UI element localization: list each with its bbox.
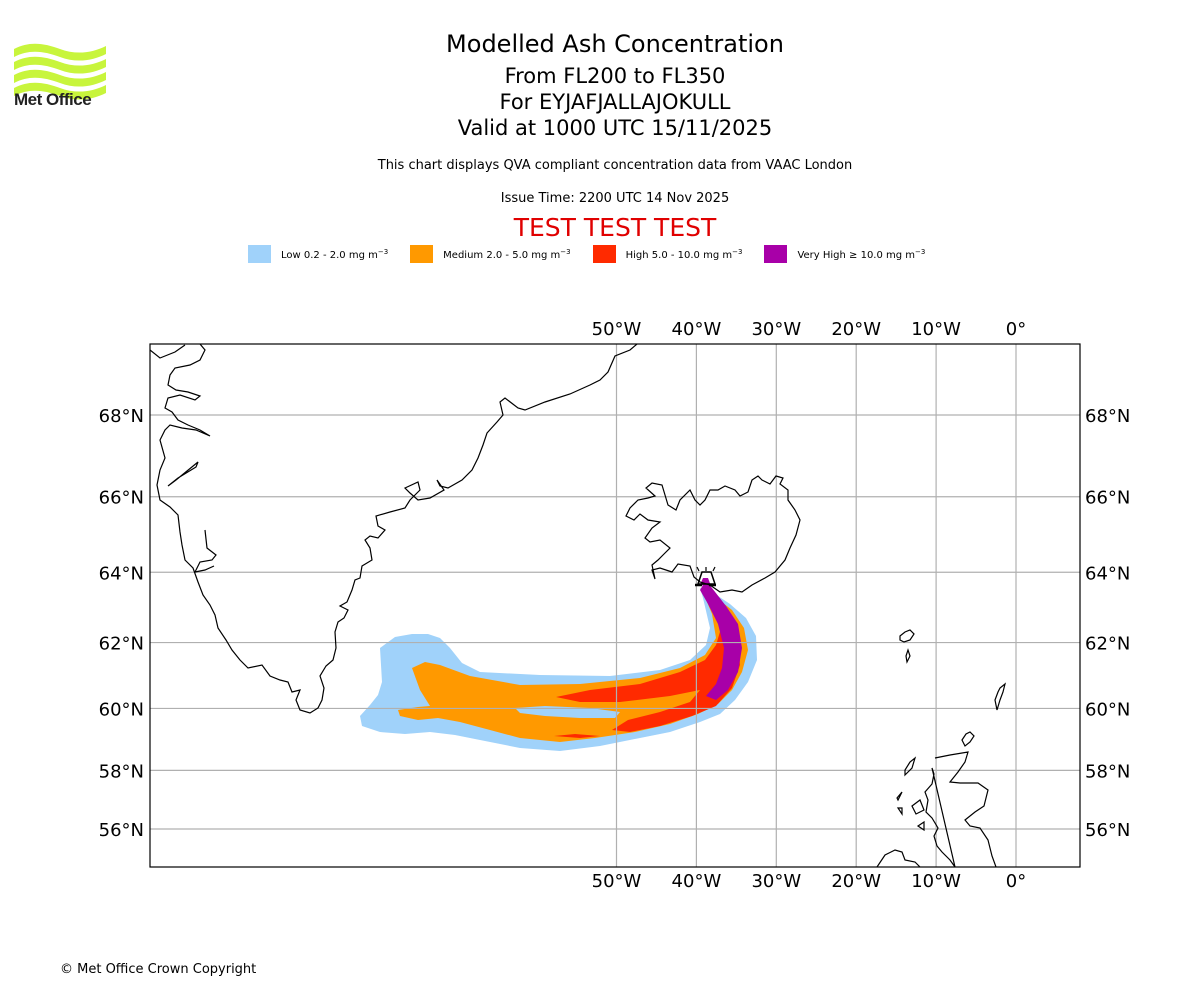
graticule: [150, 344, 1080, 867]
issue-time: Issue Time: 2200 UTC 14 Nov 2025: [500, 191, 730, 206]
legend-item-very-high: Very High ≥ 10.0 mg m−3: [764, 245, 925, 263]
coastlines: [150, 344, 1007, 867]
lon-tick-label-top: 10°W: [911, 319, 961, 340]
lon-tick-label-bottom: 0°: [1006, 871, 1026, 892]
legend-swatch-high: [592, 245, 616, 263]
copyright-notice: © Met Office Crown Copyright: [60, 962, 257, 977]
compliance-note: This chart displays QVA compliant concen…: [377, 158, 853, 173]
legend-swatch-medium: [410, 245, 434, 263]
legend-swatch-low: [248, 245, 271, 263]
lon-tick-label-bottom: 20°W: [831, 871, 881, 892]
lat-tick-label-right: 66°N: [1085, 488, 1130, 509]
ash-area-high-small: [554, 734, 600, 738]
coastline-greenland: [156, 344, 638, 714]
lon-tick-label-bottom: 40°W: [672, 871, 722, 892]
lat-tick-label-right: 56°N: [1085, 820, 1130, 841]
map-frame: [149, 343, 1081, 868]
lon-tick-label-bottom: 30°W: [751, 871, 801, 892]
coastline-greenland-inlet: [193, 529, 217, 573]
coastline-scotland: [924, 751, 997, 867]
legend-label-low: Low 0.2 - 2.0 mg m−3: [281, 247, 389, 261]
lon-tick-label-bottom: 10°W: [911, 871, 961, 892]
legend-label-medium: Medium 2.0 - 5.0 mg m−3: [443, 247, 571, 261]
legend-swatch-very-high: [764, 245, 788, 263]
coastline-shetland: [994, 682, 1007, 711]
ash-area-medium: [398, 590, 748, 742]
logo-wave: [14, 56, 106, 74]
lon-tick-label-top: 20°W: [831, 319, 881, 340]
lat-tick-label-right: 58°N: [1085, 761, 1130, 782]
lat-tick-label-left: 66°N: [99, 488, 144, 509]
legend-item-low: Low 0.2 - 2.0 mg m−3: [248, 245, 388, 263]
coastline-greenland-tip: [150, 344, 186, 359]
lat-tick-label-right: 64°N: [1085, 563, 1130, 584]
valid-time: Valid at 1000 UTC 15/11/2025: [457, 116, 773, 140]
lon-tick-label-top: 40°W: [672, 319, 722, 340]
coastline-greenland-fjord: [167, 461, 199, 487]
flight-level-range: From FL200 to FL350: [504, 64, 726, 88]
coastline-iceland: [625, 475, 801, 593]
ash-plume: [360, 578, 757, 751]
lat-tick-label-right: 62°N: [1085, 634, 1130, 655]
coastline-faroe-islands: [899, 629, 915, 664]
lon-tick-label-top: 50°W: [592, 319, 642, 340]
legend-label-high: High 5.0 - 10.0 mg m−3: [625, 247, 743, 261]
lon-tick-label-top: 0°: [1006, 319, 1026, 340]
ash-area-very-high: [700, 580, 742, 700]
lon-tick-label-top: 30°W: [751, 319, 801, 340]
legend-item-high: High 5.0 - 10.0 mg m−3: [592, 245, 743, 263]
lat-tick-label-right: 68°N: [1085, 406, 1130, 427]
chart-title: Modelled Ash Concentration: [446, 30, 784, 58]
lat-tick-label-left: 60°N: [99, 699, 144, 720]
lat-tick-label-left: 68°N: [99, 406, 144, 427]
volcano-icon: [695, 566, 717, 587]
axis-tick-labels: 50°W 50°W 40°W 40°W 30°W 30°W 20°W 20°W 10°W 10°W…: [99, 319, 1131, 892]
met-office-logo-text: Met Office: [14, 90, 92, 109]
lon-tick-label-bottom: 50°W: [592, 871, 642, 892]
met-office-logo-icon: [14, 43, 106, 100]
legend-item-medium: Medium 2.0 - 5.0 mg m−3: [410, 245, 571, 263]
coastline-ireland: [876, 849, 921, 867]
coastline-hebrides: [896, 756, 925, 832]
legend-label-very-high: Very High ≥ 10.0 mg m−3: [797, 247, 926, 261]
coastline-orkney: [961, 731, 975, 747]
logo-wave: [14, 43, 106, 61]
lat-tick-label-left: 62°N: [99, 634, 144, 655]
lat-tick-label-left: 58°N: [99, 761, 144, 782]
logo-wave: [14, 82, 106, 100]
ash-area-high: [556, 625, 740, 732]
logo-wave: [14, 69, 106, 87]
volcano-name: For EYJAFJALLAJOKULL: [499, 90, 731, 114]
legend: Low 0.2 - 2.0 mg m−3 Medium 2.0 - 5.0 mg…: [248, 244, 925, 264]
lat-tick-label-left: 56°N: [99, 820, 144, 841]
lat-tick-label-left: 64°N: [99, 563, 144, 584]
test-banner: TEST TEST TEST: [513, 213, 717, 242]
lat-tick-label-right: 60°N: [1085, 699, 1130, 720]
